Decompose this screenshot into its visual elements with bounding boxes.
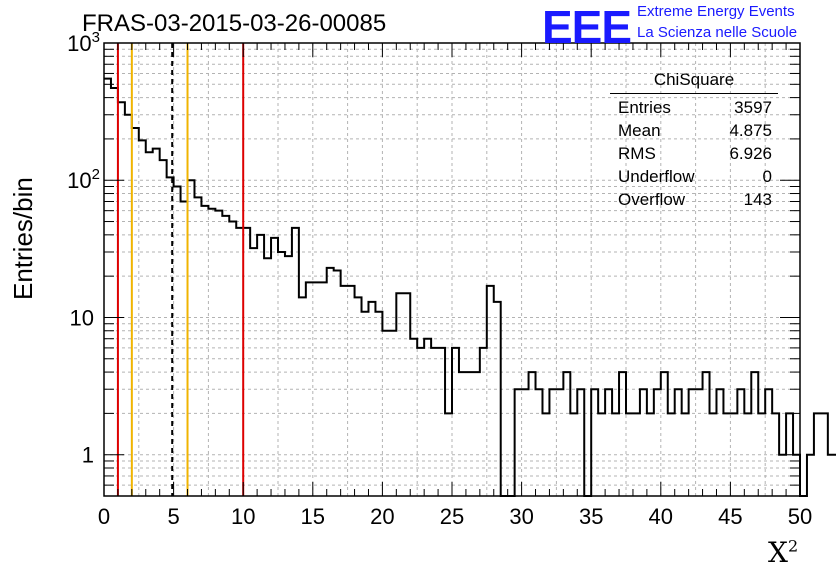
x-tick-label: 30 [509, 504, 533, 529]
stats-label: Entries [618, 98, 671, 117]
x-tick-label: 40 [649, 504, 673, 529]
stats-label: Overflow [618, 190, 686, 209]
stats-row-overflow: Overflow 143 [610, 188, 778, 211]
x-axis-label: X2 [768, 536, 798, 569]
y-tick-label: 10 [70, 305, 94, 330]
stats-value: 4.875 [729, 121, 772, 140]
x-tick-label: 50 [788, 504, 812, 529]
x-tick-label: 35 [579, 504, 603, 529]
x-tick-label: 0 [98, 504, 110, 529]
stats-row-rms: RMS 6.926 [610, 142, 778, 165]
stats-box: ChiSquare Entries 3597 Mean 4.875 RMS 6.926… [610, 70, 778, 211]
logo-line-2: La Scienza nelle Scuole [637, 24, 798, 41]
chart-title: FRAS-03-2015-03-26-00085 [82, 10, 387, 37]
histogram-series [104, 77, 836, 497]
x-tick-label: 10 [231, 504, 255, 529]
x-tick-label: 45 [718, 504, 742, 529]
y-tick-label: 1 [82, 443, 94, 468]
x-tick-label: 15 [301, 504, 325, 529]
stats-value: 3597 [734, 98, 772, 117]
stats-value: 143 [743, 190, 772, 209]
x-axis-label-superscript: 2 [787, 536, 799, 556]
stats-row-underflow: Underflow 0 [610, 165, 778, 188]
x-tick-label: 5 [167, 504, 179, 529]
stats-row-mean: Mean 4.875 [610, 119, 778, 142]
x-tick-label: 25 [440, 504, 464, 529]
x-axis-label-base: X [768, 536, 788, 569]
stats-label: Underflow [618, 167, 695, 186]
logo-line-1: Extreme Energy Events [637, 3, 795, 20]
stats-value: 0 [762, 167, 772, 186]
y-tick-label: 103 [67, 29, 100, 56]
eee-logo: EEE [542, 1, 632, 53]
stats-value: 6.926 [729, 144, 772, 163]
y-axis-label: Entries/bin [8, 177, 38, 300]
stats-label: Mean [618, 121, 661, 140]
stats-label: RMS [618, 144, 656, 163]
y-tick-label: 102 [67, 166, 100, 193]
stats-title: ChiSquare [610, 70, 778, 94]
stats-row-entries: Entries 3597 [610, 96, 778, 119]
x-tick-label: 20 [370, 504, 394, 529]
